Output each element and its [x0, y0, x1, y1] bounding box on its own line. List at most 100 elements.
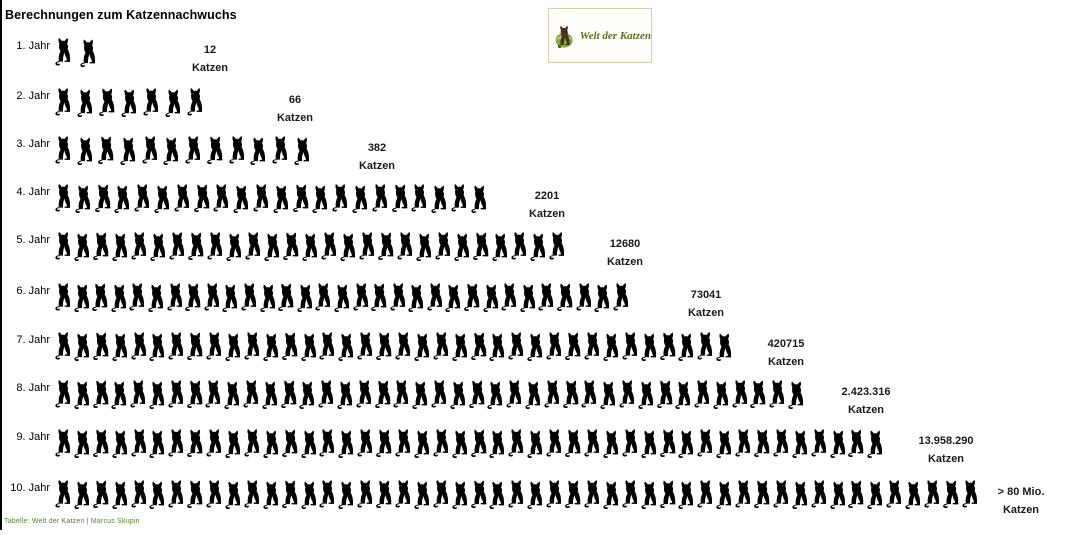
cat-icon: [244, 429, 259, 457]
cat-icon: [225, 481, 241, 510]
cat-icon: [111, 381, 127, 410]
cat-icon: [659, 332, 675, 361]
unit-label: Katzen: [767, 356, 805, 368]
cat-icon: [149, 430, 165, 459]
cat-icon: [414, 333, 429, 362]
cat-icon: [300, 333, 316, 362]
cat-icon: [769, 380, 785, 408]
year-label: 1. Jahr: [16, 40, 50, 52]
cat-icon: [546, 332, 562, 360]
cat-icon: [376, 480, 392, 509]
cat-icon: [697, 429, 713, 457]
cat-icon: [468, 380, 484, 409]
cat-icon: [565, 332, 581, 361]
cat-icon: [378, 232, 394, 261]
cat-icon: [263, 430, 278, 459]
cat-icon: [187, 332, 203, 361]
cat-icon: [224, 381, 240, 410]
cat-icon: [149, 333, 165, 362]
cat-icon: [263, 333, 278, 362]
cat-icon: [557, 283, 573, 312]
cat-icon: [77, 89, 93, 118]
cat-icon: [187, 88, 203, 116]
cat-icon: [148, 284, 163, 313]
cat-icon: [163, 137, 179, 166]
cat-icon: [244, 480, 259, 508]
unit-label: Katzen: [528, 208, 566, 220]
cat-icon: [338, 481, 354, 510]
cat-icon: [283, 232, 299, 261]
cat-icon: [433, 332, 448, 360]
cat-icon: [292, 184, 308, 213]
cat-icon: [924, 480, 939, 508]
chart-row: 3. Jahr 382 Katzen: [0, 134, 1071, 183]
cat-icon: [546, 480, 562, 508]
cat-icons: [55, 183, 491, 217]
cat-icon: [55, 480, 71, 508]
cat-icon: [112, 430, 127, 459]
value-block: > 80 Mio. Katzen: [961, 483, 1071, 519]
cat-icon: [445, 284, 461, 313]
cat-icon: [243, 380, 258, 408]
logo-text: Welt der Katzen: [579, 29, 651, 42]
cat-icon: [337, 381, 352, 410]
cat-icon: [168, 429, 184, 457]
chart-row: 5. Jahr 12680 Katzen: [0, 230, 1071, 279]
cat-icon: [154, 185, 170, 214]
cat-icon: [77, 137, 92, 166]
chart-row: 6. Jahr 73041 Katzen: [0, 281, 1071, 330]
cat-icon: [641, 333, 656, 362]
cat-icon: [206, 429, 222, 457]
cat-icon: [280, 380, 296, 409]
cat-icons: [55, 428, 886, 462]
cat-icon: [259, 284, 275, 313]
cat-icon: [450, 381, 465, 410]
cat-icon: [120, 137, 136, 166]
cat-icon: [226, 233, 242, 262]
cat-icon: [112, 233, 128, 262]
cat-icon: [538, 283, 554, 311]
cat-icon: [732, 380, 747, 408]
cat-icon: [371, 283, 387, 312]
cat-icon: [773, 429, 788, 457]
cat-icon: [187, 429, 203, 458]
cat-icon: [334, 284, 349, 313]
unit-label: Katzen: [276, 112, 314, 124]
value-label: 12: [203, 44, 217, 56]
cat-icon: [99, 88, 115, 117]
unit-label: Katzen: [927, 453, 965, 465]
cat-icon: [754, 429, 770, 458]
cat-icon: [206, 136, 223, 165]
cat-icon: [281, 332, 297, 361]
cat-icon: [130, 380, 146, 408]
cat-icon: [697, 332, 713, 360]
cat-icon: [74, 333, 89, 362]
cat-icon: [321, 232, 337, 260]
cat-icon: [318, 380, 334, 408]
cat-icon: [92, 332, 108, 361]
cat-icon: [678, 481, 694, 510]
cat-icon: [150, 233, 166, 262]
cat-icon: [205, 380, 221, 408]
cat-icon: [241, 283, 256, 311]
cat-icon: [376, 332, 392, 361]
cat-icon: [867, 430, 883, 459]
cat-icon: [112, 333, 127, 362]
cat-icon: [773, 480, 788, 508]
cat-icon: [506, 380, 522, 408]
cat-icons: [55, 37, 105, 71]
cat-icon: [168, 480, 184, 508]
cat-icon: [788, 381, 804, 410]
cat-icon: [452, 333, 467, 362]
cat-icon: [293, 137, 309, 166]
cat-icon: [584, 429, 599, 457]
cat-icon: [716, 430, 732, 459]
cat-icon: [544, 380, 559, 408]
cat-icon: [416, 233, 432, 262]
cat-icon: [168, 380, 183, 408]
cat-icon: [55, 332, 71, 360]
cat-icon: [112, 481, 127, 510]
value-block: 12680 Katzen: [565, 235, 685, 271]
value-label: 73041: [690, 289, 722, 301]
cat-icon: [281, 429, 297, 458]
